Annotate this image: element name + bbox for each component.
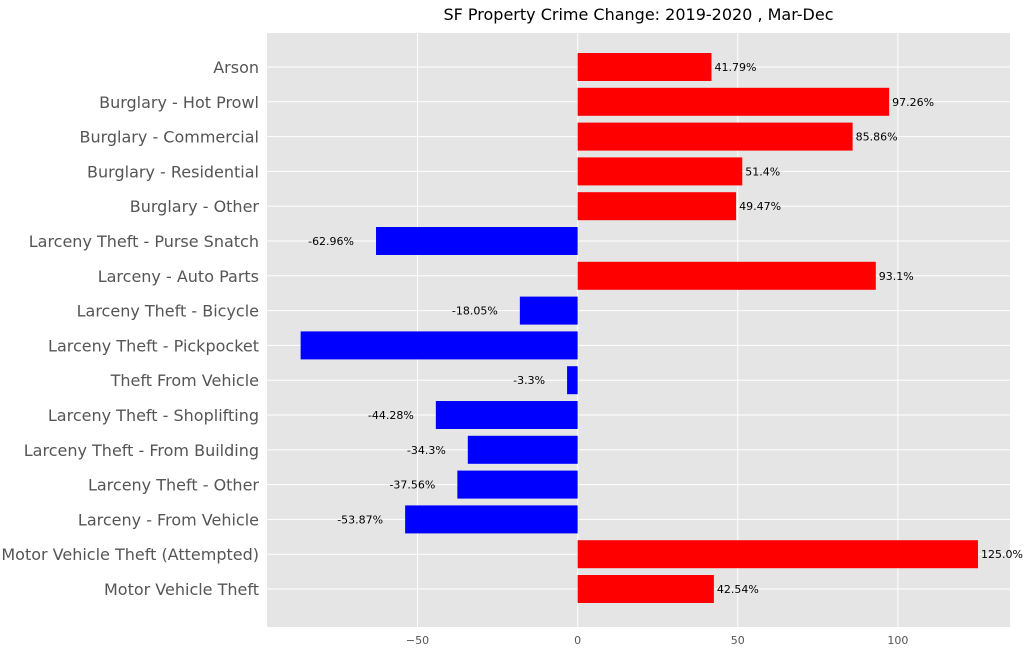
value-label: 42.54%: [717, 583, 759, 596]
value-label: -53.87%: [337, 513, 383, 526]
value-label: 51.4%: [745, 165, 780, 178]
category-label: Burglary - Other: [130, 197, 260, 216]
bar: [577, 157, 743, 186]
category-labels: Arson Burglary - Hot Prowl Burglary - Comm…: [1, 58, 259, 599]
value-label: 125.0%: [981, 548, 1023, 561]
category-label: Burglary - Commercial: [79, 128, 259, 147]
bar: [577, 261, 876, 290]
value-label: -62.96%: [308, 235, 354, 248]
bar: [405, 505, 578, 534]
bar: [567, 366, 578, 395]
x-tick-label: 100: [887, 634, 908, 647]
value-label: -37.56%: [389, 479, 435, 492]
bar: [519, 296, 578, 325]
category-label: Theft From Vehicle: [110, 371, 259, 390]
category-label: Larceny Theft - Other: [88, 476, 259, 495]
bar: [435, 401, 578, 429]
category-label: Larceny - Auto Parts: [98, 267, 259, 286]
category-label: Burglary - Hot Prowl: [99, 93, 259, 112]
value-label: 85.86%: [856, 131, 898, 144]
category-label: Motor Vehicle Theft: [104, 580, 259, 599]
category-label: Burglary - Residential: [87, 162, 259, 181]
category-label: Larceny Theft - From Building: [24, 441, 259, 460]
bar: [577, 53, 712, 81]
bar: [577, 87, 890, 116]
value-label: 41.79%: [714, 61, 756, 74]
bar: [577, 122, 853, 151]
x-tick-label: −50: [406, 634, 429, 647]
x-tick-label: 50: [731, 634, 745, 647]
category-label: Larceny Theft - Bicycle: [77, 302, 259, 321]
bar: [376, 227, 578, 255]
category-label: Larceny Theft - Pickpocket: [48, 336, 259, 355]
value-labels: 41.79% 97.26% 85.86% 51.4% 49.47% -62.96% 93.1…: [308, 61, 1023, 596]
value-label: -18.05%: [452, 305, 498, 318]
value-label: -34.3%: [407, 444, 446, 457]
x-tick-label: 0: [574, 634, 581, 647]
chart-title: SF Property Crime Change: 2019-2020 , Ma…: [443, 5, 833, 24]
value-label: 49.47%: [739, 200, 781, 213]
value-label: -44.28%: [368, 409, 414, 422]
category-label: Motor Vehicle Theft (Attempted): [1, 545, 259, 564]
value-label: 93.1%: [879, 270, 914, 283]
bar: [577, 540, 978, 569]
x-tick-labels: −50 0 50 100: [406, 634, 908, 647]
grid-lines: [267, 33, 1010, 627]
plot-area: [267, 33, 1010, 627]
category-label: Larceny - From Vehicle: [78, 510, 259, 529]
bar: [467, 435, 578, 464]
bar: [577, 575, 714, 603]
bar: [457, 470, 578, 499]
value-label: 97.26%: [892, 96, 934, 109]
value-label: -3.3%: [513, 374, 545, 387]
category-label: Larceny Theft - Shoplifting: [48, 406, 259, 425]
bar: [300, 331, 578, 360]
bars: [300, 53, 978, 603]
category-label: Arson: [213, 58, 259, 77]
category-label: Larceny Theft - Purse Snatch: [29, 232, 259, 251]
bar: [577, 192, 737, 221]
